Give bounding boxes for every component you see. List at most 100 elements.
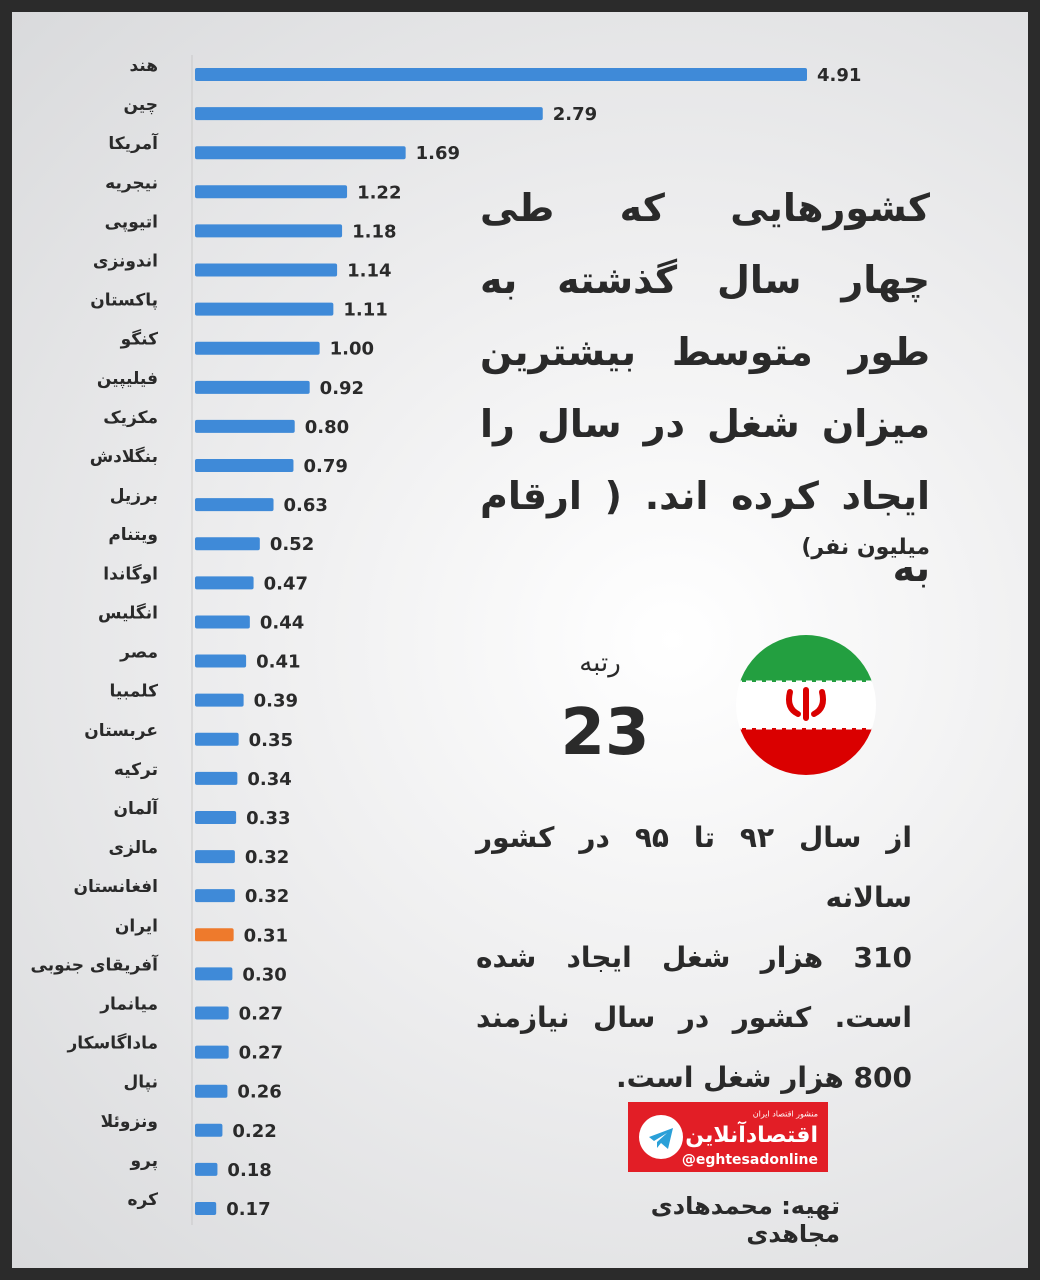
bar [195, 146, 406, 160]
category-label: عربستان [84, 721, 158, 741]
category-label: آفریقای جنوبی [31, 953, 160, 975]
category-label: ماداگاسکار [66, 1033, 158, 1054]
value-label: 0.39 [254, 691, 298, 712]
value-label: 0.27 [239, 1043, 283, 1064]
category-label: ونزوئلا [101, 1112, 158, 1132]
value-label: 0.26 [237, 1082, 281, 1103]
value-label: 0.52 [270, 534, 314, 555]
bar [195, 732, 239, 746]
category-label: اندونزی [93, 252, 158, 272]
note-line: 310 هزار شغل ایجاد شده [476, 941, 912, 974]
bar [195, 1006, 229, 1020]
bar [195, 1045, 229, 1059]
category-label: کلمبیا [110, 682, 159, 702]
category-label: میانمار [99, 994, 158, 1014]
category-label: پرو [129, 1151, 158, 1171]
value-label: 0.79 [303, 456, 347, 477]
category-label: اتیوپی [105, 212, 158, 232]
value-label: 0.63 [284, 495, 328, 516]
bar [195, 654, 247, 668]
value-label: 1.22 [357, 182, 401, 203]
bar [195, 693, 244, 707]
value-label: 1.69 [416, 143, 460, 164]
logo-tagline: منشور اقتصاد ایران [753, 1110, 818, 1119]
value-label: 0.44 [260, 612, 304, 633]
bar [195, 810, 237, 824]
bar [195, 967, 233, 981]
title-line: طور متوسط بیشترین [480, 330, 930, 374]
value-label: 1.14 [347, 261, 391, 282]
value-label: 0.30 [242, 964, 286, 985]
category-label: اوگاندا [103, 563, 158, 584]
value-label: 0.33 [246, 808, 290, 829]
category-label: انگلیس [98, 602, 158, 623]
bar [195, 928, 234, 942]
note-line: 800 هزار شغل است. [616, 1061, 912, 1094]
category-label: کره [128, 1190, 159, 1210]
value-label: 1.11 [343, 300, 387, 321]
value-label: 4.91 [817, 65, 861, 86]
title-line: میزان شغل در سال را [480, 402, 930, 446]
category-label: آلمان [113, 797, 159, 819]
bar [195, 1162, 218, 1176]
bar [195, 615, 250, 629]
value-label: 0.35 [249, 730, 293, 751]
value-label: 0.80 [305, 417, 349, 438]
value-label: 1.00 [330, 339, 374, 360]
rank-label: رتبه [579, 648, 621, 678]
value-label: 0.31 [244, 925, 288, 946]
title-line: ایجاد کرده اند. ( ارقام به [480, 474, 930, 590]
bar [195, 263, 338, 277]
category-label: چین [124, 95, 159, 115]
category-label: مالزی [109, 838, 158, 858]
bar [195, 68, 807, 81]
logo: منشور اقتصاد ایران اقتصادآنلاین @eghtesa… [628, 1102, 828, 1172]
value-label: 0.92 [320, 378, 364, 399]
bar [195, 341, 320, 355]
value-label: 0.27 [239, 1003, 283, 1024]
bar [195, 107, 543, 121]
bar [195, 889, 235, 903]
bar [195, 537, 260, 551]
title-line: کشورهایی که طی [480, 186, 930, 230]
bar [195, 1202, 217, 1215]
category-label: آمریکا [108, 132, 159, 154]
subtitle: میلیون نفر) [801, 535, 930, 560]
value-label: 2.79 [553, 104, 597, 125]
value-label: 1.18 [352, 221, 396, 242]
category-label: کنگو [120, 329, 158, 350]
rank-value: 23 [560, 696, 650, 770]
value-label: 0.32 [245, 847, 289, 868]
category-label: پاکستان [90, 291, 158, 311]
category-label: نپال [124, 1073, 158, 1093]
bar [195, 1123, 223, 1137]
bar [195, 419, 295, 433]
flag [736, 635, 876, 775]
category-label: ایران [115, 916, 158, 936]
category-label: افغانستان [74, 877, 158, 897]
value-label: 0.34 [247, 769, 291, 790]
bar [195, 459, 294, 473]
bar [195, 380, 310, 394]
category-label: ویتنام [108, 525, 158, 545]
bar [195, 185, 348, 199]
logo-name: اقتصادآنلاین [685, 1120, 818, 1148]
logo-handle: @eghtesadonline [682, 1152, 818, 1168]
note-line: است. کشور در سال نیازمند [476, 1001, 912, 1034]
note-line: از سال ۹۲ تا ۹۵ در کشور سالانه [476, 821, 912, 914]
value-label: 0.18 [227, 1160, 271, 1181]
credit: تهیه: محمدهادی مجاهدی [650, 1192, 840, 1248]
note: از سال ۹۲ تا ۹۵ در کشور سالانه 310 هزار ش… [476, 808, 912, 1108]
category-label: ترکیه [114, 760, 158, 780]
category-label: فیلیپین [97, 369, 158, 389]
category-label: برزیل [110, 486, 158, 506]
value-label: 0.17 [226, 1199, 270, 1220]
value-label: 0.22 [232, 1121, 276, 1142]
title-line: چهار سال گذشته به [480, 258, 930, 302]
frame [12, 12, 1028, 1268]
bar [195, 771, 238, 785]
bar [195, 576, 254, 590]
bar [195, 1084, 228, 1098]
category-label: هند [129, 56, 158, 76]
